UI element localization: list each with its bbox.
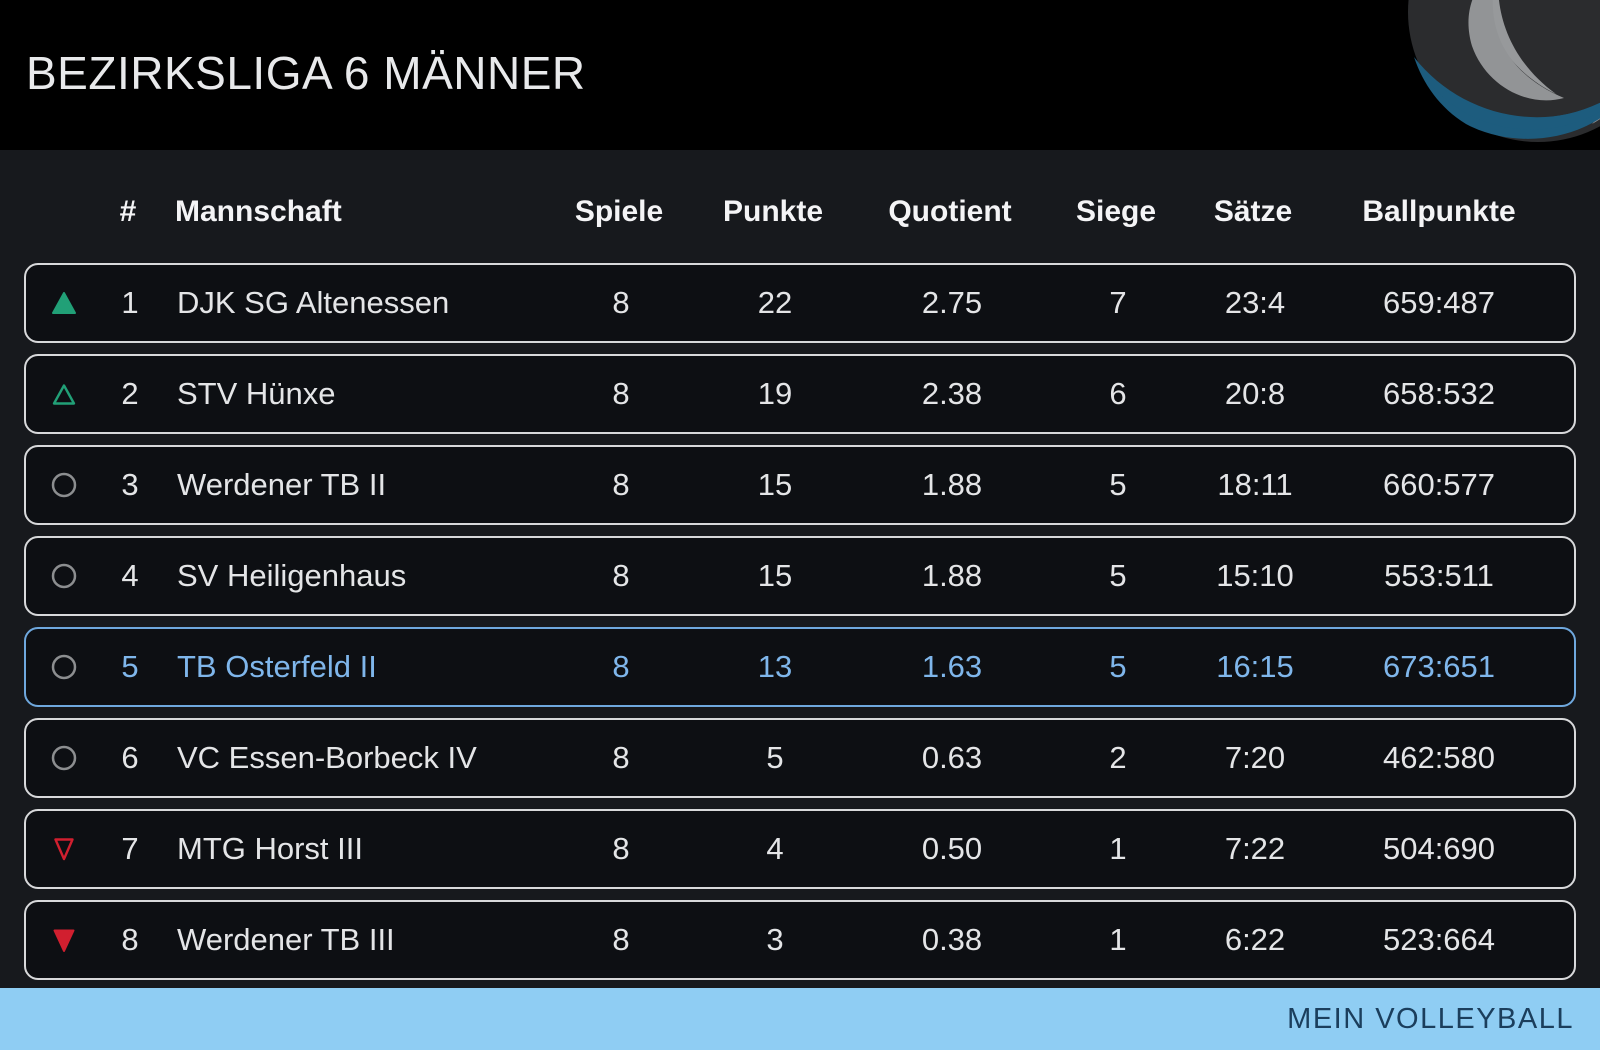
- quotient-cell: 1.88: [921, 467, 983, 502]
- games-cell: 8: [612, 922, 630, 957]
- rank-cell: 3: [121, 467, 139, 502]
- ballpoints-cell: 504:690: [1382, 831, 1496, 866]
- games-cell: 8: [612, 649, 630, 684]
- header-sets: Sätze: [1213, 195, 1293, 228]
- sets-cell: 6:22: [1224, 922, 1286, 957]
- games-cell: 8: [612, 467, 630, 502]
- table-row[interactable]: 4 SV Heiligenhaus 8 15 1.88 5 15:10 553:…: [24, 536, 1576, 616]
- sets-cell: 18:11: [1217, 467, 1293, 502]
- header-team: Mannschaft: [175, 195, 342, 228]
- quotient-cell: 1.63: [921, 649, 983, 684]
- table-row[interactable]: 8 Werdener TB III 8 3 0.38 1 6:22 523:66…: [24, 900, 1576, 980]
- team-name-cell: DJK SG Altenessen: [177, 285, 450, 320]
- games-cell: 8: [612, 831, 630, 866]
- rank-cell: 8: [121, 922, 139, 957]
- team-name-cell: TB Osterfeld II: [177, 649, 377, 684]
- app-header: BEZIRKSLIGA 6 MÄNNER: [0, 0, 1600, 150]
- header-quotient: Quotient: [888, 195, 1012, 228]
- rank-down-outline-icon: [26, 835, 102, 863]
- team-name-cell: Werdener TB II: [177, 467, 387, 502]
- team-name-cell: SV Heiligenhaus: [177, 558, 407, 593]
- sets-cell: 15:10: [1216, 558, 1294, 593]
- rank-up-icon: [26, 289, 102, 317]
- ballpoints-cell: 673:651: [1382, 649, 1496, 684]
- table-row[interactable]: 2 STV Hünxe 8 19 2.38 6 20:8 658:532: [24, 354, 1576, 434]
- points-cell: 3: [766, 922, 784, 957]
- points-cell: 13: [757, 649, 793, 684]
- header-rank: #: [119, 195, 137, 228]
- app-footer: MEIN VOLLEYBALL: [0, 988, 1600, 1050]
- points-cell: 4: [766, 831, 784, 866]
- quotient-cell: 2.75: [921, 285, 983, 320]
- wins-cell: 5: [1109, 649, 1127, 684]
- header-games: Spiele: [574, 195, 664, 228]
- games-cell: 8: [612, 558, 630, 593]
- ballpoints-cell: 523:664: [1382, 922, 1496, 957]
- sets-cell: 20:8: [1224, 376, 1286, 411]
- standings-table-body: 1 DJK SG Altenessen 8 22 2.75 7 23:4 659…: [0, 263, 1600, 980]
- rank-down-icon: [26, 926, 102, 954]
- volleyball-icon: [1408, 0, 1600, 142]
- rank-same-icon: [26, 653, 102, 681]
- team-name-cell: MTG Horst III: [177, 831, 363, 866]
- ballpoints-cell: 462:580: [1382, 740, 1496, 775]
- rank-same-icon: [26, 471, 102, 499]
- team-name-cell: Werdener TB III: [177, 922, 395, 957]
- points-cell: 15: [757, 558, 793, 593]
- sets-cell: 7:22: [1224, 831, 1286, 866]
- rank-up-outline-icon: [26, 380, 102, 408]
- quotient-cell: 0.63: [921, 740, 983, 775]
- wins-cell: 5: [1109, 558, 1127, 593]
- games-cell: 8: [612, 740, 630, 775]
- ballpoints-cell: 660:577: [1382, 467, 1496, 502]
- rank-cell: 1: [121, 285, 139, 320]
- header-wins: Siege: [1075, 195, 1157, 228]
- table-row[interactable]: 3 Werdener TB II 8 15 1.88 5 18:11 660:5…: [24, 445, 1576, 525]
- table-row[interactable]: 5 TB Osterfeld II 8 13 1.63 5 16:15 673:…: [24, 627, 1576, 707]
- team-name-cell: STV Hünxe: [177, 376, 336, 411]
- wins-cell: 2: [1109, 740, 1127, 775]
- quotient-cell: 2.38: [921, 376, 983, 411]
- games-cell: 8: [612, 285, 630, 320]
- table-row[interactable]: 6 VC Essen-Borbeck IV 8 5 0.63 2 7:20 46…: [24, 718, 1576, 798]
- quotient-cell: 1.88: [921, 558, 983, 593]
- sets-cell: 7:20: [1224, 740, 1286, 775]
- table-row[interactable]: 7 MTG Horst III 8 4 0.50 1 7:22 504:690: [24, 809, 1576, 889]
- rank-same-icon: [26, 562, 102, 590]
- points-cell: 19: [757, 376, 793, 411]
- rank-cell: 6: [121, 740, 139, 775]
- ballpoints-cell: 659:487: [1382, 285, 1496, 320]
- quotient-cell: 0.38: [921, 922, 983, 957]
- points-cell: 22: [757, 285, 793, 320]
- rank-cell: 7: [121, 831, 139, 866]
- rank-cell: 4: [121, 558, 139, 593]
- volleyball-logo: [1378, 0, 1600, 150]
- team-name-cell: VC Essen-Borbeck IV: [177, 740, 477, 775]
- header-ballpoints: Ballpunkte: [1362, 195, 1516, 228]
- header-points: Punkte: [722, 195, 824, 228]
- brand-label: MEIN VOLLEYBALL: [1287, 1002, 1574, 1035]
- games-cell: 8: [612, 376, 630, 411]
- rank-cell: 2: [121, 376, 139, 411]
- wins-cell: 6: [1109, 376, 1127, 411]
- ballpoints-cell: 658:532: [1382, 376, 1496, 411]
- quotient-cell: 0.50: [921, 831, 983, 866]
- table-header-row: # Mannschaft Spiele Punkte Quotient Sieg…: [24, 164, 1576, 260]
- points-cell: 15: [757, 467, 793, 502]
- rank-same-icon: [26, 744, 102, 772]
- page-title: BEZIRKSLIGA 6 MÄNNER: [26, 47, 586, 99]
- sets-cell: 23:4: [1224, 285, 1286, 320]
- standings-table: # Mannschaft Spiele Punkte Quotient Sieg…: [0, 150, 1600, 980]
- rank-cell: 5: [121, 649, 139, 684]
- wins-cell: 5: [1109, 467, 1127, 502]
- wins-cell: 7: [1109, 285, 1127, 320]
- wins-cell: 1: [1109, 831, 1127, 866]
- points-cell: 5: [766, 740, 784, 775]
- sets-cell: 16:15: [1216, 649, 1294, 684]
- ballpoints-cell: 553:511: [1384, 558, 1494, 593]
- table-row[interactable]: 1 DJK SG Altenessen 8 22 2.75 7 23:4 659…: [24, 263, 1576, 343]
- wins-cell: 1: [1109, 922, 1127, 957]
